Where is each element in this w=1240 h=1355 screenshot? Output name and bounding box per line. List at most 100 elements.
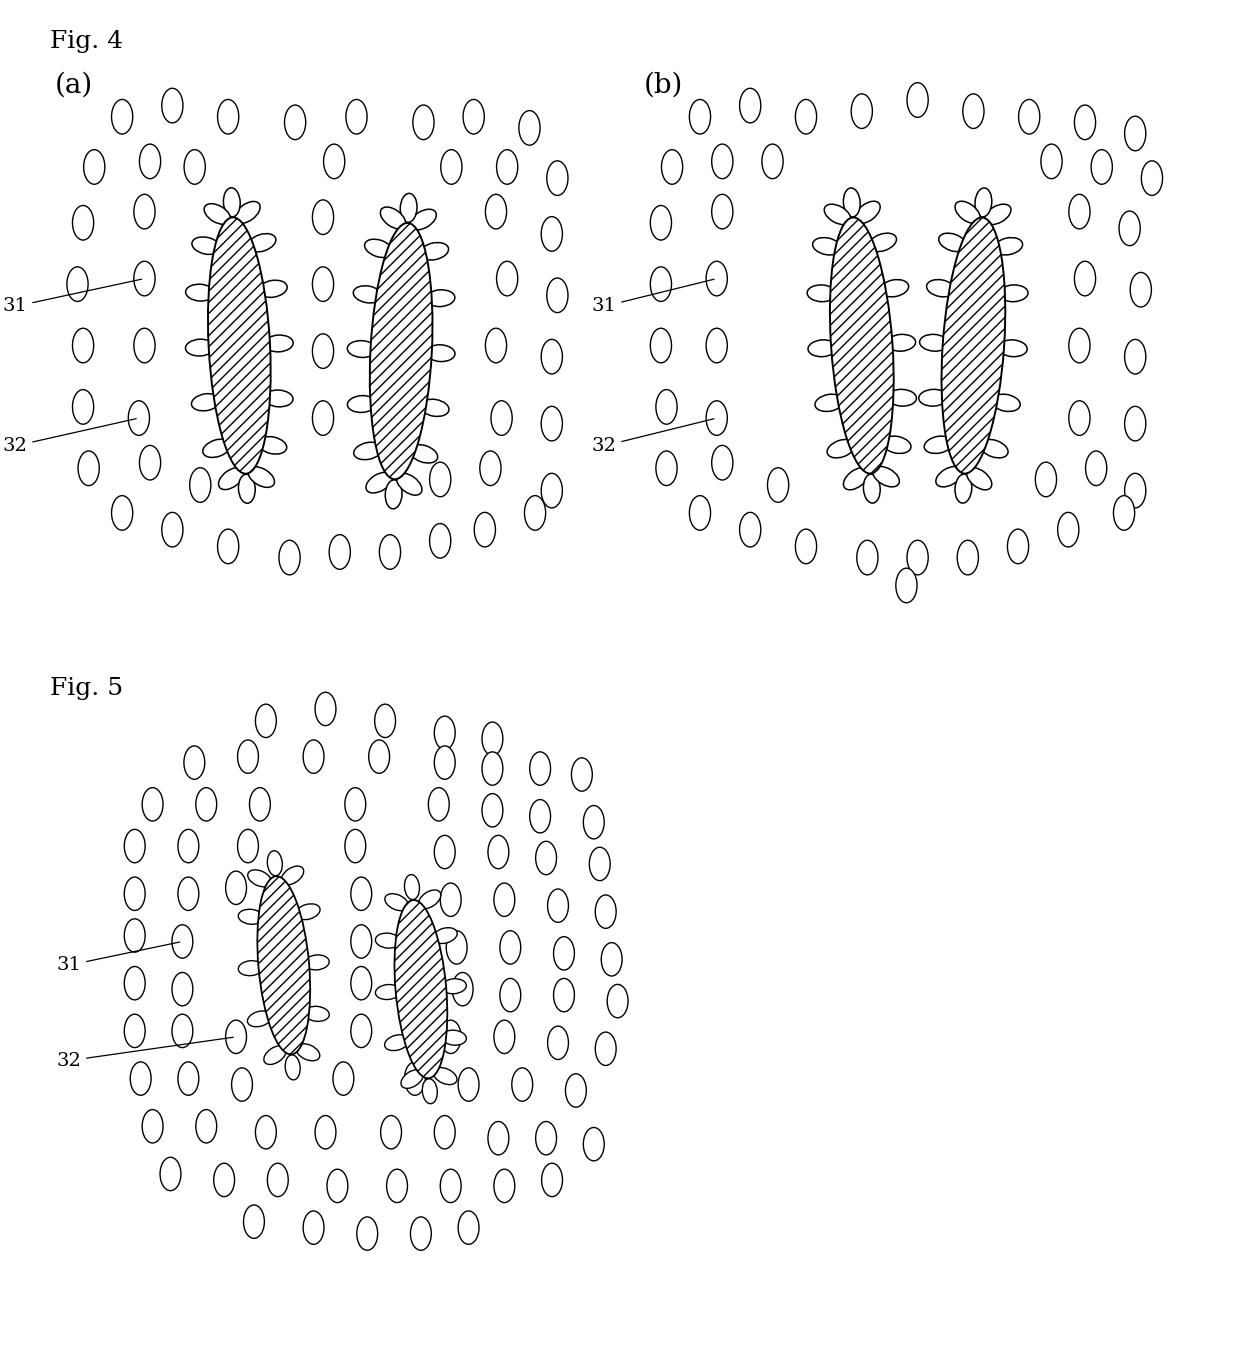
Ellipse shape [376, 934, 401, 948]
Ellipse shape [357, 1217, 378, 1251]
Ellipse shape [589, 847, 610, 881]
Ellipse shape [249, 787, 270, 821]
Ellipse shape [547, 161, 568, 195]
Ellipse shape [234, 202, 260, 224]
Ellipse shape [494, 1020, 515, 1054]
Ellipse shape [404, 1062, 425, 1095]
Ellipse shape [975, 188, 992, 217]
Ellipse shape [955, 474, 972, 503]
Ellipse shape [1118, 211, 1141, 245]
Ellipse shape [433, 1068, 456, 1084]
Ellipse shape [1069, 194, 1090, 229]
Ellipse shape [243, 1205, 264, 1238]
Ellipse shape [258, 280, 288, 297]
Ellipse shape [485, 328, 507, 363]
Ellipse shape [843, 467, 868, 489]
Ellipse shape [134, 194, 155, 229]
Ellipse shape [72, 206, 94, 240]
Ellipse shape [172, 924, 193, 958]
Ellipse shape [706, 328, 728, 363]
Ellipse shape [172, 973, 193, 1005]
Ellipse shape [924, 436, 952, 454]
Ellipse shape [327, 1169, 348, 1203]
Ellipse shape [312, 267, 334, 301]
Ellipse shape [139, 144, 161, 179]
Ellipse shape [315, 692, 336, 726]
Ellipse shape [491, 401, 512, 435]
Ellipse shape [1058, 512, 1079, 547]
Ellipse shape [217, 99, 239, 134]
Ellipse shape [887, 335, 915, 351]
Ellipse shape [413, 106, 434, 140]
Ellipse shape [446, 931, 467, 965]
Ellipse shape [255, 1115, 277, 1149]
Ellipse shape [351, 1014, 372, 1047]
Ellipse shape [441, 1030, 466, 1045]
Ellipse shape [919, 389, 947, 406]
Ellipse shape [807, 285, 836, 302]
Ellipse shape [312, 333, 334, 369]
Ellipse shape [541, 217, 563, 251]
Ellipse shape [205, 203, 231, 225]
Ellipse shape [284, 106, 306, 140]
Ellipse shape [1125, 406, 1146, 440]
Ellipse shape [304, 1007, 330, 1022]
Ellipse shape [255, 705, 277, 737]
Text: (b): (b) [645, 72, 683, 99]
Ellipse shape [223, 188, 241, 217]
Ellipse shape [906, 83, 929, 118]
Ellipse shape [650, 206, 672, 240]
Ellipse shape [541, 339, 563, 374]
Ellipse shape [315, 1115, 336, 1149]
Ellipse shape [238, 909, 263, 924]
Ellipse shape [296, 1043, 320, 1061]
Ellipse shape [489, 1122, 508, 1154]
Ellipse shape [425, 290, 455, 306]
Ellipse shape [1035, 462, 1056, 497]
Ellipse shape [368, 740, 389, 774]
Ellipse shape [553, 936, 574, 970]
Ellipse shape [548, 1026, 568, 1060]
Ellipse shape [739, 88, 761, 123]
Ellipse shape [962, 93, 985, 129]
Ellipse shape [196, 787, 217, 821]
Ellipse shape [177, 877, 198, 911]
Ellipse shape [410, 1217, 432, 1251]
Ellipse shape [458, 1211, 479, 1244]
Ellipse shape [650, 328, 672, 363]
Ellipse shape [463, 99, 485, 134]
Ellipse shape [843, 188, 861, 217]
Ellipse shape [1125, 117, 1146, 150]
Ellipse shape [345, 787, 366, 821]
Ellipse shape [304, 955, 329, 970]
Ellipse shape [429, 462, 451, 497]
Ellipse shape [177, 1062, 198, 1095]
Ellipse shape [418, 890, 440, 909]
Ellipse shape [238, 829, 258, 863]
Ellipse shape [1074, 106, 1096, 140]
Ellipse shape [888, 389, 916, 406]
Ellipse shape [423, 1079, 438, 1104]
Ellipse shape [761, 144, 784, 179]
Text: Fig. 4: Fig. 4 [50, 30, 123, 53]
Ellipse shape [980, 439, 1008, 458]
Ellipse shape [518, 111, 541, 145]
Ellipse shape [295, 904, 320, 920]
Ellipse shape [324, 144, 345, 179]
Ellipse shape [1069, 401, 1090, 435]
Ellipse shape [351, 924, 372, 958]
Ellipse shape [857, 541, 878, 575]
Ellipse shape [190, 467, 211, 503]
Ellipse shape [303, 740, 324, 774]
Ellipse shape [815, 394, 843, 412]
Text: 31: 31 [591, 279, 714, 316]
Ellipse shape [895, 568, 918, 603]
Ellipse shape [661, 149, 683, 184]
Ellipse shape [420, 243, 449, 260]
Ellipse shape [365, 240, 393, 257]
Ellipse shape [827, 439, 856, 458]
Ellipse shape [1125, 339, 1146, 374]
Ellipse shape [689, 496, 711, 530]
Ellipse shape [78, 451, 99, 485]
Ellipse shape [67, 267, 88, 301]
